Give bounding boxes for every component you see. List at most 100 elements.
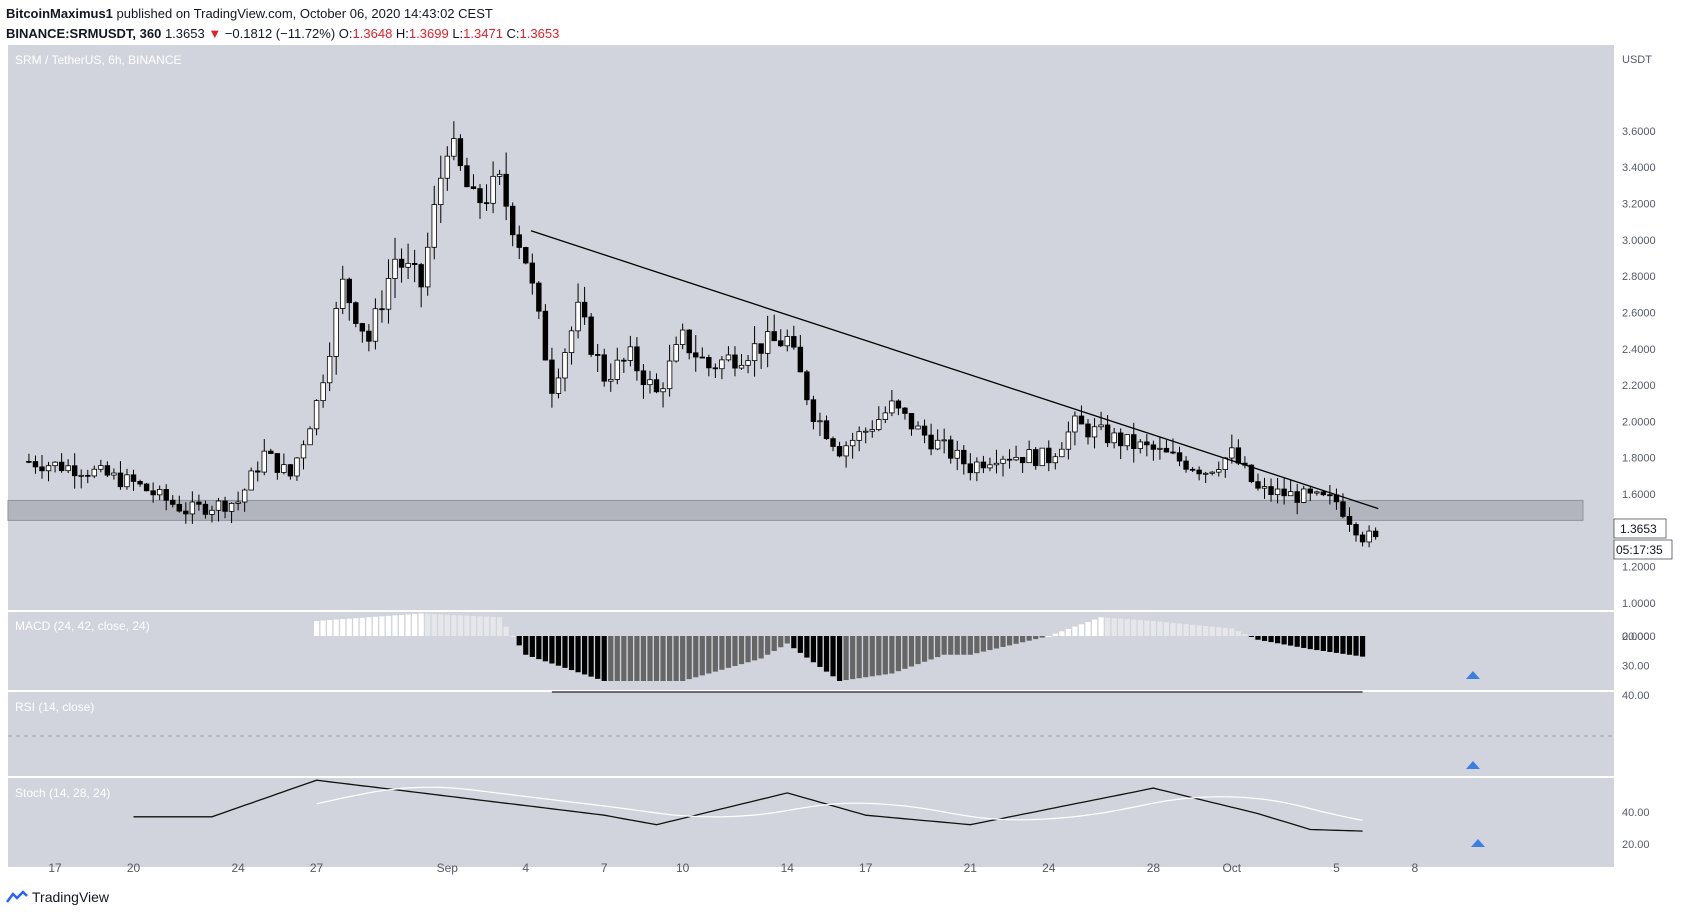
- macd-bar: [869, 636, 875, 677]
- candle-body: [581, 301, 588, 318]
- candle-body: [1137, 441, 1143, 449]
- candle-body: [536, 282, 542, 312]
- candle-body: [830, 438, 836, 447]
- macd-bar: [1170, 622, 1176, 636]
- candle-body: [764, 331, 771, 354]
- macd-bar: [1163, 622, 1170, 636]
- candle-body: [503, 173, 509, 207]
- macd-bar: [1000, 636, 1006, 647]
- macd-bar: [1353, 636, 1359, 656]
- time-tick-label: 5: [1333, 861, 1340, 875]
- macd-bar: [340, 619, 346, 636]
- candle-body: [1144, 441, 1150, 446]
- candle-body: [1163, 447, 1170, 453]
- price-pane-title: SRM / TetherUS, 6h, BINANCE: [15, 53, 182, 67]
- time-tick-label: 8: [1412, 861, 1419, 875]
- publisher-line: BitcoinMaximus1 published on TradingView…: [6, 4, 559, 24]
- macd-pane-title: MACD (24, 42, close, 24): [15, 619, 150, 633]
- candle-body: [1294, 491, 1300, 503]
- candle-body: [686, 329, 692, 354]
- price-tick-label: 2.8000: [1622, 271, 1656, 283]
- macd-bar: [333, 619, 339, 636]
- macd-bar: [791, 636, 797, 649]
- candle-body: [150, 490, 156, 496]
- price-axis-background: [1614, 45, 1684, 867]
- macd-bar: [1052, 633, 1058, 636]
- macd-bar: [915, 636, 921, 665]
- macd-bar: [418, 613, 424, 636]
- rsi-signal-arrow-icon: [1466, 761, 1480, 769]
- macd-bar: [1307, 636, 1313, 650]
- macd-bar: [405, 614, 411, 636]
- candle-body: [1046, 447, 1052, 464]
- candle-body: [640, 370, 647, 386]
- candle-body: [261, 450, 267, 473]
- price-tick-label: 2.4000: [1622, 344, 1656, 356]
- candle-body: [274, 453, 281, 473]
- candle-body: [392, 258, 398, 279]
- candle-body: [228, 502, 235, 512]
- price-tick-label: 2.0000: [1622, 416, 1656, 428]
- macd-bar: [1288, 636, 1294, 646]
- candle-body: [895, 400, 902, 409]
- candle-body: [771, 331, 777, 342]
- currency-label: USDT: [1622, 54, 1652, 66]
- candle-body: [143, 483, 150, 492]
- macd-bar: [621, 636, 627, 681]
- candle-body: [594, 354, 601, 356]
- candle-body: [1131, 434, 1137, 449]
- candle-body: [621, 359, 627, 362]
- macd-bar: [1294, 636, 1300, 647]
- time-tick-label: 4: [522, 861, 529, 875]
- macd-bar: [503, 626, 509, 636]
- macd-bar: [745, 636, 751, 663]
- support-zone: [7, 499, 1584, 521]
- time-tick-label: Sep: [437, 861, 459, 875]
- stoch-signal-arrow-icon: [1471, 839, 1485, 847]
- macd-bar: [751, 636, 758, 661]
- bar-countdown-label: 05:17:35: [1616, 543, 1663, 557]
- candle-body: [117, 472, 124, 488]
- candle-body: [993, 462, 1000, 466]
- macd-bar: [379, 616, 385, 636]
- candle-body: [647, 379, 653, 386]
- macd-bar: [693, 636, 699, 678]
- macd-bar: [1098, 617, 1104, 636]
- time-axis[interactable]: 17 20 24 27 Sep 4 7 10 14 17 21 24 28 Oct 5 8: [48, 861, 1418, 875]
- descending-trendline[interactable]: [530, 230, 1379, 510]
- price-tick-label: 1.2000: [1622, 562, 1656, 574]
- candle-body: [791, 336, 797, 348]
- price-axis[interactable]: 3.6000 3.4000 3.2000 3.0000 2.8000 2.6000 2.40…: [1622, 126, 1656, 851]
- candle-body: [411, 262, 418, 265]
- candle-body: [797, 346, 804, 373]
- macd-bar: [817, 636, 823, 667]
- macd-bar: [935, 636, 941, 658]
- countdown-box: [1613, 539, 1673, 560]
- candle-body: [608, 378, 614, 382]
- macd-histogram: [313, 613, 1366, 681]
- macd-bar: [582, 636, 588, 675]
- macd-bar: [1046, 636, 1052, 637]
- macd-bar: [497, 617, 503, 636]
- indicator-tick-label: 0.0000: [1622, 631, 1656, 643]
- time-tick-label: 28: [1147, 861, 1161, 875]
- macd-bar: [1301, 636, 1307, 648]
- candle-body: [941, 439, 947, 442]
- candle-body: [817, 420, 823, 423]
- candle-body: [1209, 471, 1215, 474]
- time-tick-label: 20: [127, 861, 141, 875]
- macd-bar: [1314, 636, 1320, 651]
- candle-body: [849, 439, 856, 447]
- chart-header: BitcoinMaximus1 published on TradingView…: [6, 4, 559, 44]
- publisher-name[interactable]: BitcoinMaximus1: [6, 6, 113, 21]
- candle-body: [1039, 447, 1045, 467]
- footer-branding[interactable]: TradingView: [6, 889, 109, 905]
- candle-body: [372, 308, 379, 342]
- macd-bar: [444, 614, 450, 636]
- macd-bar: [1020, 636, 1026, 643]
- macd-bar: [673, 636, 679, 681]
- indicator-tick-label: 40.00: [1622, 690, 1650, 702]
- candle-body: [778, 340, 784, 347]
- macd-bar: [1235, 631, 1241, 636]
